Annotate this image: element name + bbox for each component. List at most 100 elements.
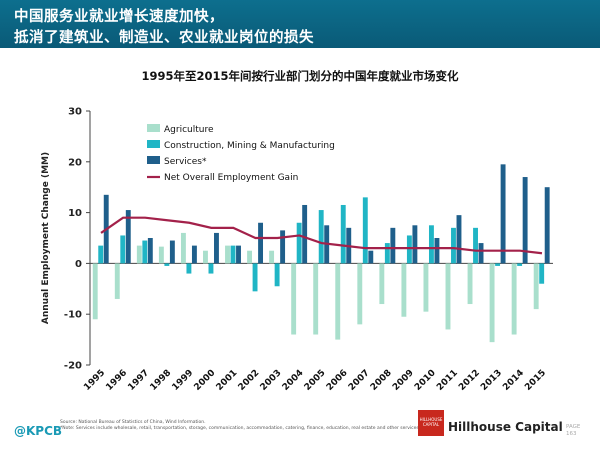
x-tick-label: 1997: [126, 368, 151, 393]
bar-agriculture-2011: [445, 263, 451, 330]
bar-agriculture-1999: [180, 232, 186, 264]
bar-construction-2015: [539, 263, 545, 284]
bar-services-2015: [544, 187, 550, 264]
bar-agriculture-2007: [357, 263, 363, 325]
bar-agriculture-2006: [335, 263, 341, 340]
y-tick-label: 10: [68, 208, 82, 219]
bar-agriculture-2004: [291, 263, 297, 335]
bar-services-1998: [169, 240, 175, 264]
bar-construction-2005: [318, 210, 324, 264]
x-tick-label: 2009: [391, 368, 416, 393]
x-tick-label: 2004: [281, 368, 306, 393]
bar-agriculture-2008: [379, 263, 385, 305]
bar-services-2010: [434, 238, 440, 264]
bar-agriculture-2002: [247, 250, 253, 264]
bar-services-2003: [280, 230, 286, 264]
y-tick-label: -10: [64, 310, 82, 321]
bar-construction-2009: [406, 235, 412, 264]
legend-label: Agriculture: [164, 125, 214, 135]
bar-construction-2006: [340, 204, 346, 264]
bar-construction-1995: [98, 245, 104, 264]
source-line-1: Source: National Bureau of Statistics of…: [60, 420, 206, 425]
y-tick-label: 30: [68, 107, 82, 118]
chart-title: 1995年至2015年间按行业部门划分的中国年度就业市场变化: [141, 69, 459, 83]
x-tick-label: 1995: [82, 368, 107, 393]
legend-swatch: [147, 156, 160, 164]
kpcb-logo: @KPCB: [14, 424, 63, 438]
bar-services-2009: [412, 225, 418, 264]
header-title-line1: 中国服务业就业增长速度加快，: [14, 9, 224, 25]
hillhouse-logo-box: HILLHOUSE CAPITAL: [418, 410, 444, 436]
page-number: PAGE 163: [566, 424, 580, 438]
bar-services-1999: [191, 245, 197, 264]
legend-swatch: [147, 140, 160, 148]
bar-services-2000: [214, 232, 219, 264]
x-tick-label: 2012: [457, 368, 482, 393]
bar-agriculture-2001: [225, 245, 230, 264]
bar-construction-1999: [186, 263, 192, 274]
hillhouse-name: Hillhouse Capital: [448, 420, 563, 434]
x-tick-label: 2006: [325, 368, 350, 393]
y-tick-label: -20: [64, 361, 82, 372]
legend-swatch: [147, 124, 160, 132]
bar-services-2004: [302, 204, 308, 264]
bar-agriculture-2009: [401, 263, 407, 317]
bar-construction-2007: [362, 197, 368, 264]
bar-services-2013: [500, 164, 506, 264]
bar-construction-1996: [120, 235, 126, 264]
bar-agriculture-2012: [467, 263, 473, 305]
x-tick-label: 2011: [435, 368, 460, 393]
legend-label: Net Overall Employment Gain: [164, 173, 298, 183]
y-axis-label: Annual Employment Change (MM): [41, 152, 51, 324]
bar-services-2012: [478, 243, 484, 264]
net-gain-line: [100, 216, 543, 255]
x-tick-label: 2001: [215, 368, 240, 393]
legend-label: Services*: [164, 157, 207, 167]
x-tick-label: 2003: [259, 368, 284, 393]
bar-construction-2004: [296, 222, 302, 264]
x-tick-label: 2000: [193, 368, 218, 393]
bar-agriculture-2005: [313, 263, 319, 335]
bar-construction-2001: [230, 245, 236, 264]
bar-construction-1997: [142, 240, 148, 264]
y-tick-label: 0: [75, 259, 82, 270]
bar-services-1997: [147, 238, 153, 264]
bar-construction-2013: [495, 263, 501, 266]
bar-agriculture-1998: [158, 246, 164, 264]
x-tick-label: 2002: [237, 368, 262, 393]
bar-services-1996: [125, 210, 131, 264]
bar-services-2002: [258, 222, 264, 264]
bar-agriculture-2015: [533, 263, 539, 310]
x-tick-label: 2013: [479, 368, 504, 393]
bar-construction-2008: [384, 243, 390, 264]
bar-construction-2003: [274, 263, 280, 287]
bar-agriculture-1995: [92, 263, 98, 320]
bar-construction-2014: [517, 263, 523, 266]
header-title-line2: 抵消了建筑业、制造业、农业就业岗位的损失: [14, 30, 314, 46]
legend-label: Construction, Mining & Manufacturing: [164, 141, 335, 151]
bar-services-2011: [456, 215, 462, 264]
source-line-2: *Note: Services include wholesale, retai…: [60, 426, 421, 431]
bar-agriculture-2003: [269, 250, 275, 264]
source-note: Source: National Bureau of Statistics of…: [60, 420, 420, 432]
bar-services-2008: [390, 227, 396, 264]
slide-header: 中国服务业就业增长速度加快， 抵消了建筑业、制造业、农业就业岗位的损失: [0, 0, 600, 48]
x-tick-label: 1998: [148, 368, 173, 393]
bar-agriculture-2014: [511, 263, 517, 335]
x-tick-label: 2005: [303, 368, 328, 393]
bar-construction-2000: [208, 263, 214, 274]
bar-construction-2012: [473, 227, 478, 264]
x-tick-label: 2008: [369, 368, 394, 393]
page-number-value: 163: [566, 431, 577, 437]
bar-construction-2011: [451, 227, 456, 264]
page-label: PAGE: [566, 424, 581, 430]
bar-agriculture-2013: [489, 263, 495, 343]
x-tick-label: 1996: [104, 368, 129, 393]
bar-services-2001: [236, 245, 241, 264]
bar-services-2007: [368, 250, 374, 264]
bar-construction-1998: [164, 263, 170, 266]
bar-agriculture-2010: [423, 263, 429, 312]
bar-agriculture-1996: [114, 263, 120, 299]
x-tick-label: 1999: [171, 368, 196, 393]
